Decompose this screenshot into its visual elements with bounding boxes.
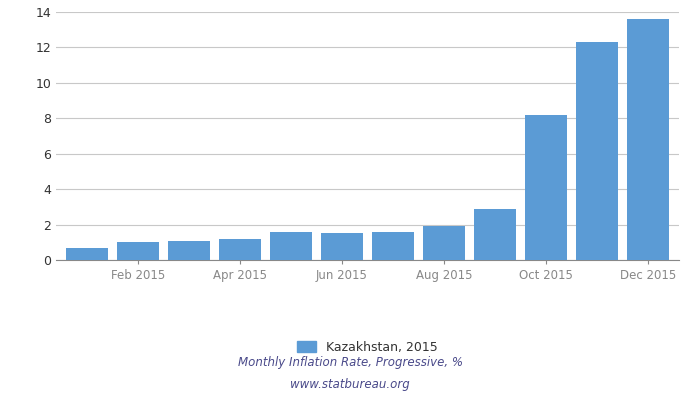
- Bar: [576, 42, 618, 260]
- Bar: [321, 234, 363, 260]
- Bar: [117, 242, 159, 260]
- Text: Monthly Inflation Rate, Progressive, %: Monthly Inflation Rate, Progressive, %: [237, 356, 463, 369]
- Legend: Kazakhstan, 2015: Kazakhstan, 2015: [293, 336, 442, 359]
- Bar: [474, 209, 516, 260]
- Bar: [168, 240, 210, 260]
- Bar: [424, 226, 465, 260]
- Bar: [372, 232, 414, 260]
- Text: www.statbureau.org: www.statbureau.org: [290, 378, 410, 391]
- Bar: [219, 239, 261, 260]
- Bar: [627, 19, 669, 260]
- Bar: [270, 232, 312, 260]
- Bar: [525, 115, 567, 260]
- Bar: [66, 248, 108, 260]
